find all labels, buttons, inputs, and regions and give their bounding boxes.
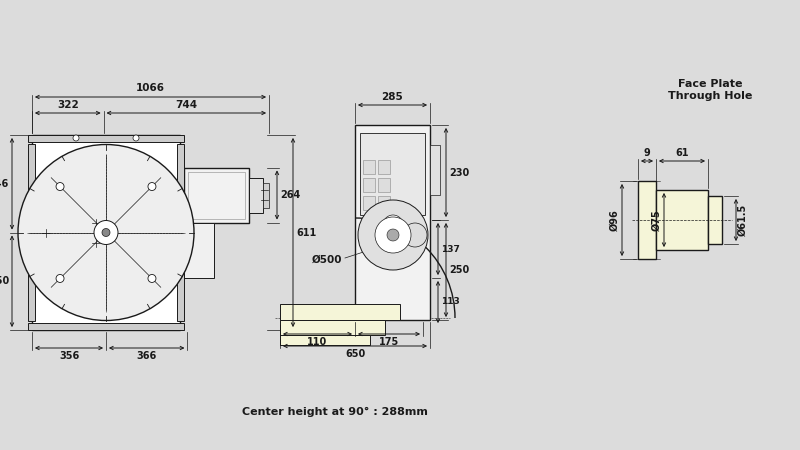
Text: 744: 744 xyxy=(175,100,198,110)
Bar xyxy=(263,183,269,207)
Circle shape xyxy=(358,200,428,270)
Text: Center height at 90° : 288mm: Center height at 90° : 288mm xyxy=(242,407,428,417)
Text: 110: 110 xyxy=(307,337,328,347)
Text: 1066: 1066 xyxy=(136,83,165,93)
Bar xyxy=(355,125,430,320)
Text: Ø500: Ø500 xyxy=(312,255,342,265)
Bar xyxy=(363,196,375,210)
Bar xyxy=(280,320,385,335)
Circle shape xyxy=(73,135,79,141)
Circle shape xyxy=(148,274,156,283)
Bar xyxy=(28,135,184,142)
Text: 9: 9 xyxy=(644,148,650,158)
Bar xyxy=(32,135,180,330)
Circle shape xyxy=(56,183,64,190)
Bar xyxy=(363,160,375,174)
Circle shape xyxy=(148,183,156,190)
Bar xyxy=(28,144,35,321)
Circle shape xyxy=(102,229,110,237)
Circle shape xyxy=(18,144,194,320)
Text: Ø96: Ø96 xyxy=(610,209,620,231)
Circle shape xyxy=(94,220,118,244)
Bar xyxy=(638,181,656,259)
Circle shape xyxy=(383,215,403,235)
Text: 611: 611 xyxy=(296,228,316,238)
Circle shape xyxy=(56,274,64,283)
Bar xyxy=(656,190,708,250)
Bar xyxy=(177,144,184,321)
Text: 230: 230 xyxy=(449,167,470,177)
Bar xyxy=(708,196,722,244)
Text: Ø61.5: Ø61.5 xyxy=(738,204,748,236)
Text: 250: 250 xyxy=(0,276,9,286)
Bar xyxy=(280,304,400,320)
Bar xyxy=(363,178,375,192)
Bar xyxy=(280,335,370,345)
Text: 322: 322 xyxy=(57,100,78,110)
Bar xyxy=(378,178,390,192)
Text: 250: 250 xyxy=(449,265,470,275)
Circle shape xyxy=(375,217,411,253)
Circle shape xyxy=(387,229,399,241)
Bar xyxy=(249,177,263,212)
Bar xyxy=(360,133,425,215)
Bar xyxy=(378,160,390,174)
Text: 346: 346 xyxy=(0,179,9,189)
Bar xyxy=(184,167,249,222)
Text: 356: 356 xyxy=(59,351,79,361)
Bar xyxy=(378,196,390,210)
Circle shape xyxy=(133,135,139,141)
Bar xyxy=(188,171,245,219)
Text: 113: 113 xyxy=(441,297,460,306)
Text: 366: 366 xyxy=(137,351,157,361)
Text: 285: 285 xyxy=(382,92,403,102)
Text: 137: 137 xyxy=(441,244,460,253)
Text: Face Plate
Through Hole: Face Plate Through Hole xyxy=(668,79,752,101)
Bar xyxy=(184,222,214,278)
Bar xyxy=(28,323,184,330)
Bar xyxy=(430,145,440,195)
Text: Ø75: Ø75 xyxy=(652,209,662,231)
Circle shape xyxy=(403,223,427,247)
Circle shape xyxy=(371,203,415,247)
Text: 264: 264 xyxy=(280,190,300,200)
Text: 61: 61 xyxy=(675,148,689,158)
Text: 650: 650 xyxy=(345,349,365,359)
Text: 175: 175 xyxy=(379,337,399,347)
